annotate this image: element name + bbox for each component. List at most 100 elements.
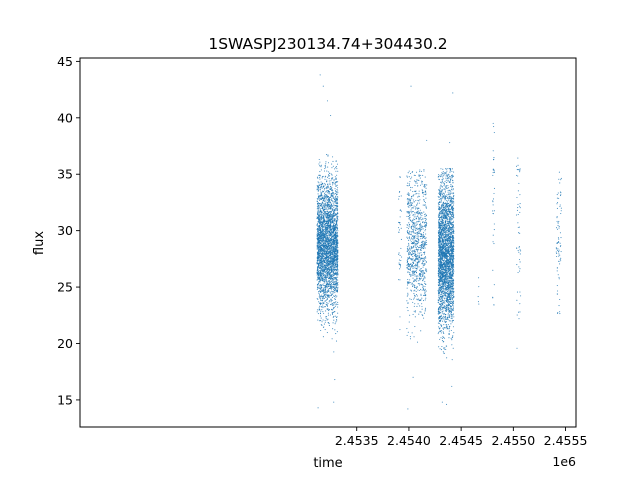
data-point [406,175,408,177]
data-point [406,215,408,217]
data-point [326,212,328,215]
data-point [417,207,419,209]
data-point [324,192,326,194]
data-point [418,284,421,286]
data-point [330,188,332,190]
data-point [336,320,338,322]
data-point [406,266,408,269]
data-point [334,176,336,178]
data-point [417,254,419,256]
data-point [335,207,337,209]
data-point [336,279,338,281]
data-point [409,314,411,316]
data-point [333,222,335,224]
data-point [400,260,402,262]
data-point [330,196,332,198]
data-point [320,267,322,269]
data-point [416,204,418,206]
data-point [334,243,336,245]
data-point [321,277,323,279]
data-point [411,226,413,228]
data-point [332,212,334,215]
data-point [326,234,328,236]
data-point [420,268,422,270]
data-point [317,217,319,219]
data-point [424,230,426,232]
data-point [329,232,332,234]
data-point [414,303,416,305]
data-point [415,257,417,259]
data-point [334,195,336,197]
data-point [333,351,335,353]
data-point [319,305,321,307]
data-point [421,214,423,216]
data-point [411,264,414,267]
data-point [331,174,333,176]
data-point [332,160,334,162]
data-point [424,310,426,312]
data-point [414,227,416,229]
data-point [411,285,414,287]
data-point [399,316,401,318]
data-point [329,240,331,242]
data-point [423,317,425,319]
data-point [320,231,323,233]
data-point [323,185,325,188]
data-point [334,205,336,207]
data-point [329,248,331,250]
data-point [325,266,327,269]
data-point [335,199,337,201]
data-point [424,186,426,188]
data-point [317,298,319,300]
data-point [322,217,324,219]
data-point [412,225,414,227]
data-point [447,201,449,203]
data-point [418,239,420,241]
data-point [330,295,332,297]
data-point [439,197,442,200]
data-point [316,270,318,272]
data-point [442,331,444,333]
data-point [322,247,324,249]
data-point [323,323,325,325]
data-point [332,328,334,330]
data-point [407,268,409,270]
data-point [411,204,413,206]
data-point [417,280,419,282]
data-point [333,258,335,260]
data-point [328,211,330,213]
data-point [317,204,319,206]
data-point [320,306,322,308]
data-point [416,228,418,230]
data-point [322,254,324,256]
data-point [334,315,336,317]
data-point [320,296,322,298]
data-point [419,246,421,249]
data-point [318,280,320,283]
data-point [408,321,410,323]
data-point [420,271,422,273]
data-point [316,279,318,281]
data-point [334,244,336,246]
data-point [408,253,410,255]
data-point [422,195,424,197]
data-point [327,260,329,262]
data-point [437,176,439,178]
data-point [413,270,416,272]
data-point [439,261,441,263]
data-point [323,275,325,277]
data-point [413,336,415,338]
data-point [333,286,335,288]
data-point [323,242,325,244]
data-point [412,252,414,254]
data-point [336,225,338,227]
data-point [335,167,337,169]
data-point [334,305,336,307]
data-point [333,281,335,283]
data-point [323,235,325,237]
data-point [333,271,335,273]
data-point [323,294,325,297]
data-point [327,176,329,178]
data-point [320,270,322,272]
data-point [420,238,422,240]
